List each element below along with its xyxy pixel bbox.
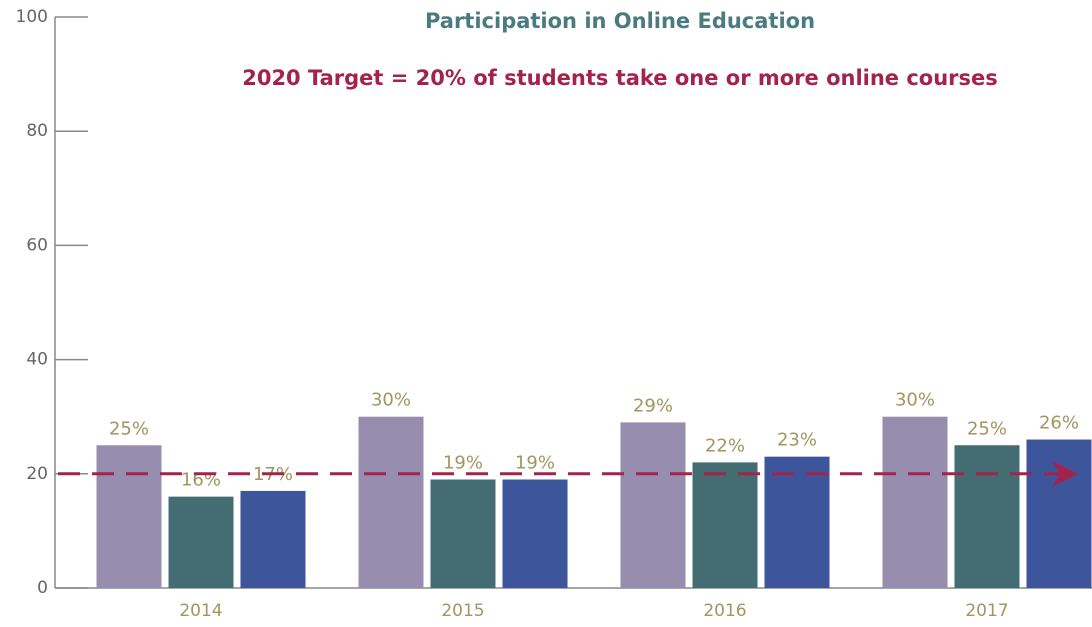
- value-label: 25%: [109, 418, 149, 439]
- value-label: 26%: [1039, 413, 1079, 434]
- bar: [96, 445, 162, 588]
- value-label: 25%: [967, 418, 1007, 439]
- value-label: 19%: [515, 453, 555, 474]
- annotation: 2020 Target = 20% of students take one o…: [242, 66, 998, 90]
- y-tick-label: 60: [26, 235, 48, 255]
- bar: [620, 422, 686, 588]
- value-label: 29%: [633, 395, 673, 416]
- bar: [430, 479, 496, 588]
- bar: [764, 456, 830, 588]
- value-label: 23%: [777, 430, 817, 451]
- x-tick-label: 2015: [441, 601, 484, 621]
- y-tick-label: 80: [26, 121, 48, 141]
- y-tick-label: 20: [26, 464, 48, 484]
- x-tick-label: 2016: [703, 601, 746, 621]
- value-label: 30%: [895, 390, 935, 411]
- value-label: 22%: [705, 435, 745, 456]
- bar: [692, 462, 758, 588]
- chart-title: Participation in Online Education: [425, 9, 815, 33]
- bar: [882, 416, 948, 588]
- y-tick-label: 100: [16, 7, 48, 27]
- target-arrow: [1052, 460, 1078, 487]
- bar: [954, 445, 1020, 588]
- x-tick-label: 2017: [965, 601, 1008, 621]
- bar: [1026, 439, 1092, 588]
- bar: [358, 416, 424, 588]
- y-tick-label: 0: [37, 578, 48, 598]
- bar: [502, 479, 568, 588]
- y-tick-label: 40: [26, 350, 48, 370]
- value-label: 30%: [371, 390, 411, 411]
- bar: [240, 490, 306, 588]
- bar: [168, 496, 234, 588]
- value-label: 19%: [443, 453, 483, 474]
- x-tick-label: 2014: [179, 601, 222, 621]
